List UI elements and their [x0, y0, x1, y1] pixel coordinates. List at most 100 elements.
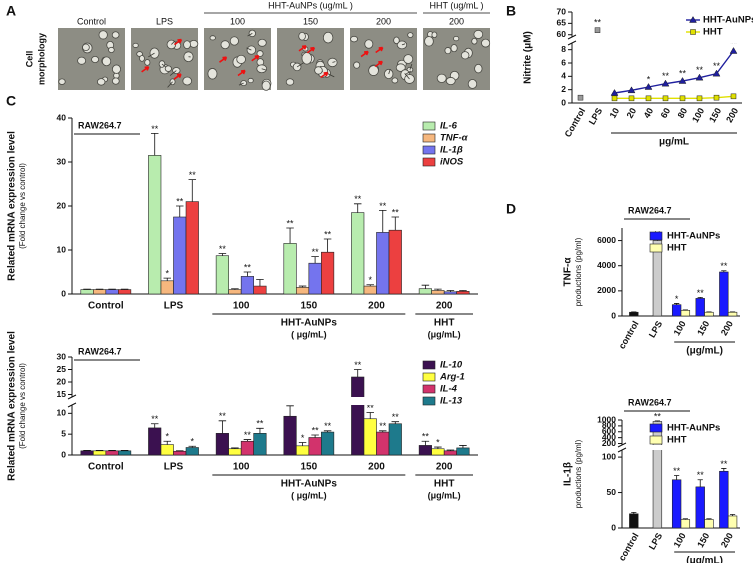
x-tick-label: 40: [642, 106, 656, 120]
subtitle: RAW264.7: [628, 205, 672, 215]
point: [729, 47, 738, 54]
dendrite: [332, 61, 336, 63]
error-bar: [298, 285, 307, 288]
cell: [82, 43, 90, 52]
bar: [456, 447, 470, 456]
x-tick-label: LPS: [647, 319, 664, 339]
dendrite: [409, 63, 413, 70]
bar: [118, 450, 132, 456]
significance: **: [324, 229, 332, 239]
bar: [308, 437, 322, 456]
point: [611, 95, 618, 102]
point: [644, 83, 653, 90]
cell: [98, 30, 108, 40]
dendrite: [171, 41, 175, 45]
bar: [80, 289, 94, 295]
cell: [182, 76, 193, 86]
cell: [395, 63, 406, 72]
group-label: HHT-AuNPs: [281, 318, 338, 329]
error-bar: [256, 279, 264, 287]
legend-label: HHT: [667, 243, 687, 254]
significance: **: [287, 218, 295, 228]
point: [679, 95, 686, 102]
error-bar: [446, 290, 455, 292]
break-mark: [617, 442, 627, 448]
legend-swatch: [422, 384, 436, 394]
x-tick-label: 10: [608, 106, 622, 120]
y-tick-label: 0: [61, 449, 66, 459]
error-bar: [231, 447, 239, 449]
bar: [228, 448, 242, 456]
cell: [436, 73, 447, 83]
significance: **: [367, 403, 375, 413]
significance: **: [244, 430, 252, 440]
bar: [93, 289, 107, 295]
significance: **: [176, 196, 184, 206]
x-tick-label: Control: [563, 106, 588, 139]
cell: [247, 77, 254, 84]
significance: **: [244, 262, 252, 272]
error-bar: [286, 405, 294, 417]
x-tick-label: 20: [625, 106, 639, 120]
x-tick-label: Control: [88, 462, 124, 473]
y-tick-label: 40: [57, 112, 67, 122]
cell: [467, 79, 478, 89]
x-tick-label: 100: [672, 319, 688, 337]
x-tick-label: 100: [233, 301, 250, 312]
panel-letter: D: [506, 201, 516, 217]
error-bar: [218, 253, 227, 256]
cell: [314, 66, 323, 75]
bar: [296, 445, 310, 456]
y-tick-label: 60: [557, 29, 567, 39]
legend-label: HHT: [703, 27, 723, 38]
significance: **: [713, 61, 721, 71]
image-label: 200: [449, 16, 464, 26]
significance: **: [324, 421, 332, 431]
significance: **: [720, 261, 728, 271]
significance: *: [301, 433, 305, 443]
significance: **: [256, 419, 264, 429]
group-label: HHT: [434, 318, 455, 329]
y-tick-label: 0: [611, 310, 616, 320]
significance: **: [392, 412, 400, 422]
bar: [388, 423, 402, 456]
cell: [139, 55, 145, 62]
cell: [453, 35, 460, 42]
error-bar: [243, 439, 252, 442]
legend-label: HHT-AuNPs: [667, 231, 720, 242]
break-mark: [67, 394, 77, 400]
bar: [173, 450, 187, 456]
error-bar: [721, 270, 727, 272]
y-tick-label: 0: [611, 522, 616, 532]
cell: [391, 77, 399, 84]
dendrite: [148, 52, 155, 58]
red-arrow: [141, 66, 150, 73]
x-tick-label: LPS: [647, 531, 664, 551]
legend-swatch: [422, 157, 436, 167]
cell: [298, 32, 306, 41]
red-arrow: [237, 69, 246, 77]
bar: [253, 285, 267, 295]
cell: [445, 77, 456, 86]
bar: [376, 431, 390, 456]
error-bar: [243, 271, 252, 277]
legend-marker: [689, 16, 697, 23]
y-tick-label: 70: [557, 6, 567, 16]
dendrite: [326, 72, 335, 78]
x-tick-label: 150: [707, 106, 723, 124]
cell: [236, 54, 246, 64]
cell: [368, 65, 379, 76]
point: [696, 95, 703, 102]
row-label: Cell: [24, 51, 34, 68]
error-bar: [706, 518, 712, 520]
point: [730, 93, 737, 100]
bar: [727, 515, 738, 529]
cell: [450, 44, 458, 53]
bar: [376, 232, 390, 295]
bar: [240, 440, 254, 456]
error-bar: [150, 133, 159, 156]
x-tick-label: LPS: [587, 106, 604, 126]
error-bar: [434, 288, 442, 291]
bar: [671, 304, 682, 317]
